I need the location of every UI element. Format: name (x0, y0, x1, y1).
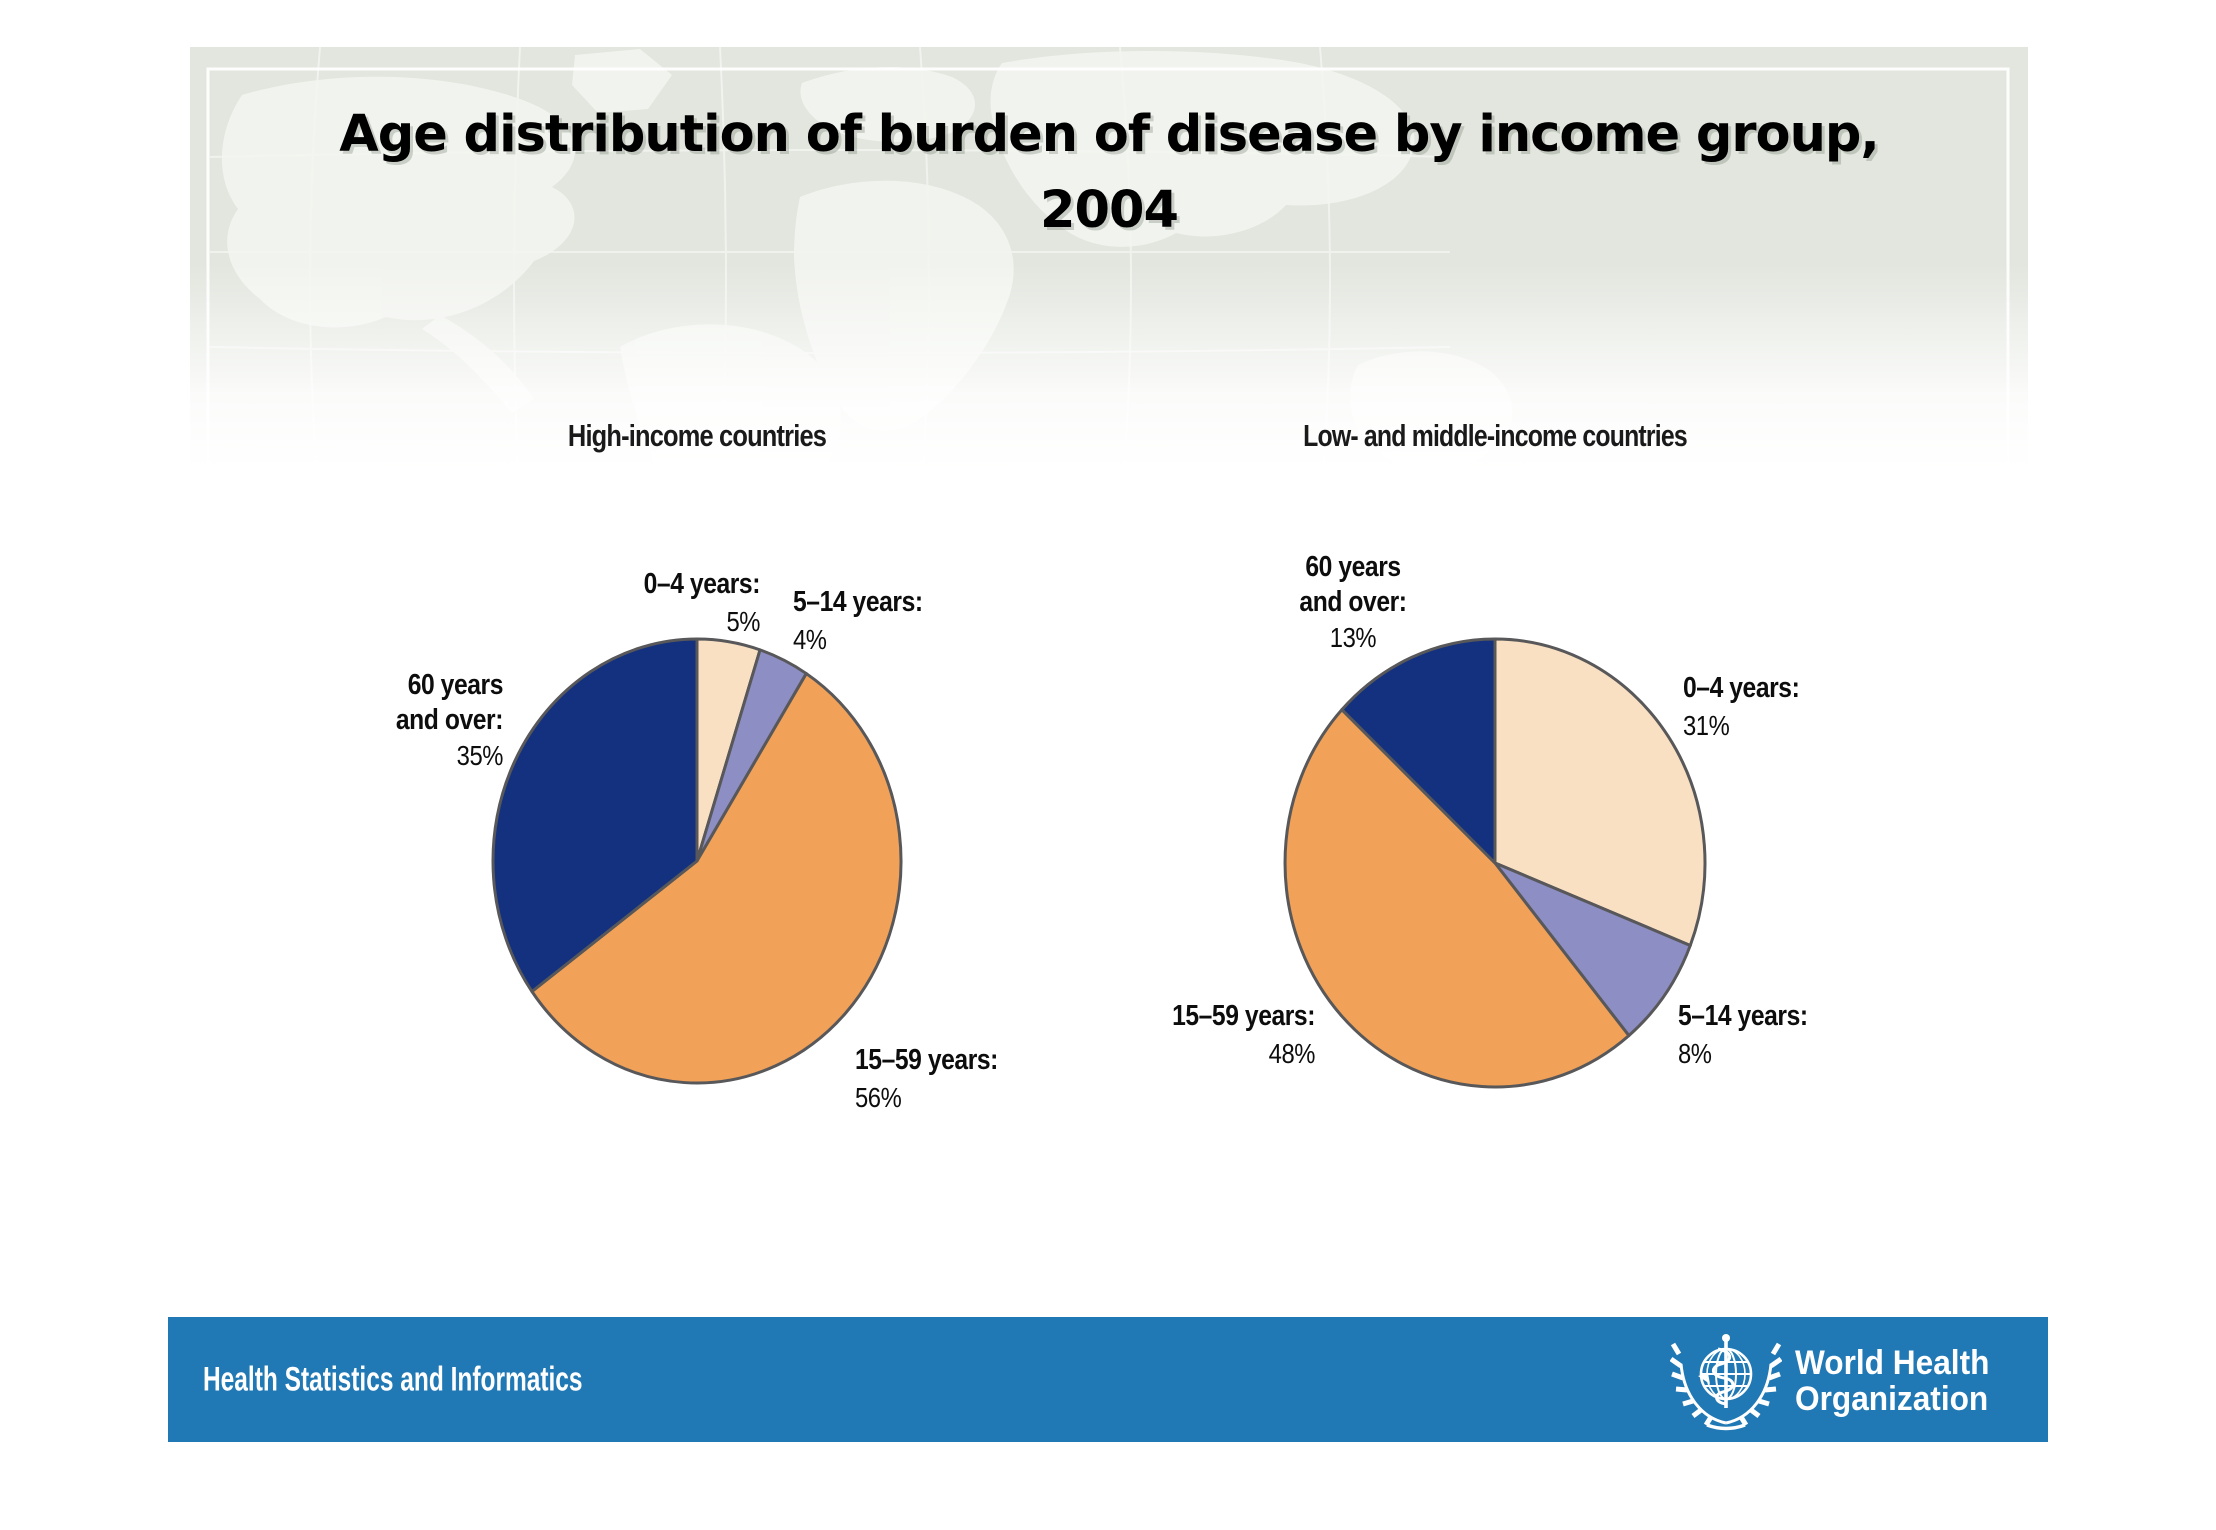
pie-label-high-60-years-and-over: 60 years and over: 35% (356, 668, 504, 773)
pie-label-text: 15–59 years: (855, 1044, 998, 1076)
pie-label-value: 5% (726, 606, 760, 637)
who-staff-and-serpent (1698, 1334, 1735, 1408)
pie-slice-0-4-years (1493, 637, 1707, 947)
pie-slice-60-years-and-over (491, 637, 699, 993)
pie-label-value: 4% (793, 624, 827, 655)
pie-slice-15-59-years (530, 672, 903, 1085)
slide-title: Age distribution of burden of disease by… (339, 105, 1880, 240)
pie-label-lmic-5-14-years: 5–14 years: 8% (1678, 998, 1857, 1072)
pie-label-value: 8% (1678, 1038, 1712, 1069)
pie-label-lmic-60-years-and-over: 60 years and over: 13% (1272, 550, 1434, 655)
who-wordmark-line1: World Health (1795, 1344, 1990, 1382)
pie-label-value: 48% (1268, 1038, 1316, 1069)
footer-department-label: Health Statistics and Informatics (203, 1360, 583, 1398)
pie-chart-low-middle-income (1283, 637, 1707, 1089)
pie-label-high-15-59-years: 15–59 years: 56% (855, 1042, 1042, 1116)
pie-label-lmic-0-4-years: 0–4 years: 31% (1683, 670, 1862, 744)
who-emblem-icon (1670, 1334, 1782, 1431)
pie-label-text: 5–14 years: (1678, 1000, 1808, 1032)
pie-label-text: 5–14 years: (793, 586, 923, 618)
pie-label-text: 15–59 years: (1172, 1000, 1315, 1032)
pie-slice-15-59-years (1283, 708, 1631, 1089)
slide-header-band: Age distribution of burden of disease by… (190, 47, 2028, 517)
who-wordmark-line2: Organization (1795, 1380, 1989, 1418)
pie-label-text: 60 years and over: (1299, 551, 1407, 618)
pie-slice-5-14-years (1493, 861, 1692, 1038)
who-wordmark: World Health Organization (1795, 1345, 1989, 1417)
pie-label-value: 56% (855, 1082, 902, 1113)
who-laurel-wreath (1671, 1344, 1781, 1431)
pie-label-value: 35% (456, 740, 504, 771)
pie-label-text: 0–4 years: (1683, 672, 1800, 704)
footer-bar: Health Statistics and Informatics (168, 1317, 2048, 1442)
pie-label-text: 60 years and over: (395, 669, 504, 736)
chart-title-low-middle-income: Low- and middle-income countries (1303, 418, 1687, 453)
pie-label-value: 13% (1329, 622, 1377, 653)
pie-label-value: 31% (1683, 710, 1730, 741)
pie-chart-high-income (491, 637, 903, 1085)
pie-label-lmic-15-59-years: 15–59 years: 48% (1154, 998, 1316, 1072)
header-fade-overlay (190, 47, 2028, 517)
pie-label-high-0-4-years: 0–4 years: 5% (616, 566, 761, 640)
pie-label-text: 0–4 years: (643, 568, 761, 600)
chart-title-high-income: High-income countries (567, 418, 827, 453)
pie-label-high-5-14-years: 5–14 years: 4% (793, 584, 972, 658)
pie-slice-60-years-and-over (1340, 637, 1497, 865)
